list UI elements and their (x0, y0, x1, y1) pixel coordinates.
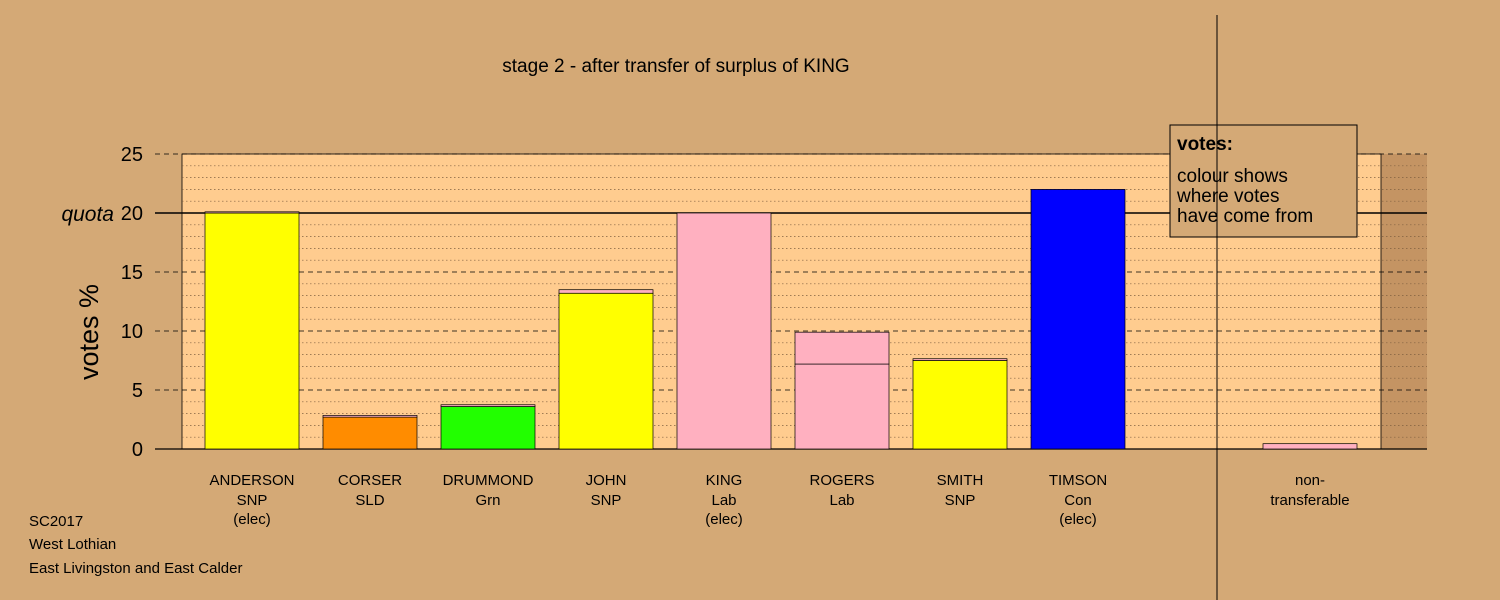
candidate-name-label: KING (706, 472, 743, 489)
bar-rogers-segment (794, 363, 890, 450)
y-tick-label: 25 (121, 144, 143, 166)
footer-ward: East Livingston and East Calder (29, 560, 242, 577)
bar-smith-segment (912, 358, 1008, 361)
bar-rogers-segment (794, 331, 890, 365)
plot-background-outer (1381, 154, 1427, 449)
bar-drummond-segment (440, 406, 536, 450)
bar-timson-segment (1030, 189, 1126, 450)
non-transferable-label-2: transferable (1270, 492, 1349, 509)
legend: votes: colour shows where votes have com… (1169, 124, 1358, 238)
bar-anderson-segment (204, 211, 300, 214)
y-axis-title: votes % (74, 284, 104, 380)
y-tick-label: 5 (132, 380, 143, 402)
quota-label: quota (61, 203, 114, 226)
candidate-party-label: SNP (237, 492, 268, 509)
bar-john-segment (558, 292, 654, 450)
candidate-party-label: SLD (355, 492, 384, 509)
y-tick-label: 0 (132, 439, 143, 461)
bar-smith-segment (912, 360, 1008, 450)
candidate-name-label: DRUMMOND (443, 472, 534, 489)
y-tick-label: 15 (121, 262, 143, 284)
bar-corser-segment (322, 416, 418, 450)
bar-drummond-segment (440, 404, 536, 407)
candidate-name-label: SMITH (937, 472, 984, 489)
bar-corser-segment (322, 415, 418, 418)
candidate-party-label: Grn (475, 492, 500, 509)
legend-box (1169, 124, 1358, 238)
y-tick-label: 10 (121, 321, 143, 343)
candidate-name-label: CORSER (338, 472, 402, 489)
candidate-name-label: TIMSON (1049, 472, 1107, 489)
candidate-status-label: (elec) (233, 511, 271, 528)
candidate-name-label: JOHN (586, 472, 627, 489)
y-axis: 0 5 10 15 20 25 (121, 144, 143, 461)
candidate-party-label: Lab (711, 492, 736, 509)
bar-anderson-segment (204, 212, 300, 450)
legend-line-3: have come from (1177, 206, 1313, 227)
bars (204, 189, 1358, 450)
non-transferable-label-1: non- (1295, 472, 1325, 489)
y-tick-label: 20 (121, 203, 143, 225)
footer-council: West Lothian (29, 536, 116, 553)
candidate-party-label: Con (1064, 492, 1092, 509)
chart-title: stage 2 - after transfer of surplus of K… (502, 56, 849, 77)
legend-title: votes: (1177, 134, 1233, 155)
bar-non-transferable-segment (1262, 443, 1358, 450)
legend-line-2: where votes (1176, 186, 1279, 207)
x-axis-labels: ANDERSON SNP (elec) CORSER SLD DRUMMOND Grn JOH… (209, 472, 1349, 528)
candidate-party-label: Lab (829, 492, 854, 509)
candidate-party-label: SNP (945, 492, 976, 509)
candidate-status-label: (elec) (1059, 511, 1097, 528)
footer-election: SC2017 (29, 513, 83, 530)
candidate-name-label: ROGERS (809, 472, 874, 489)
candidate-name-label: ANDERSON (209, 472, 294, 489)
candidate-status-label: (elec) (705, 511, 743, 528)
bar-king-segment (676, 212, 772, 450)
candidate-party-label: SNP (591, 492, 622, 509)
bar-john-segment (558, 289, 654, 294)
legend-line-1: colour shows (1177, 166, 1288, 187)
